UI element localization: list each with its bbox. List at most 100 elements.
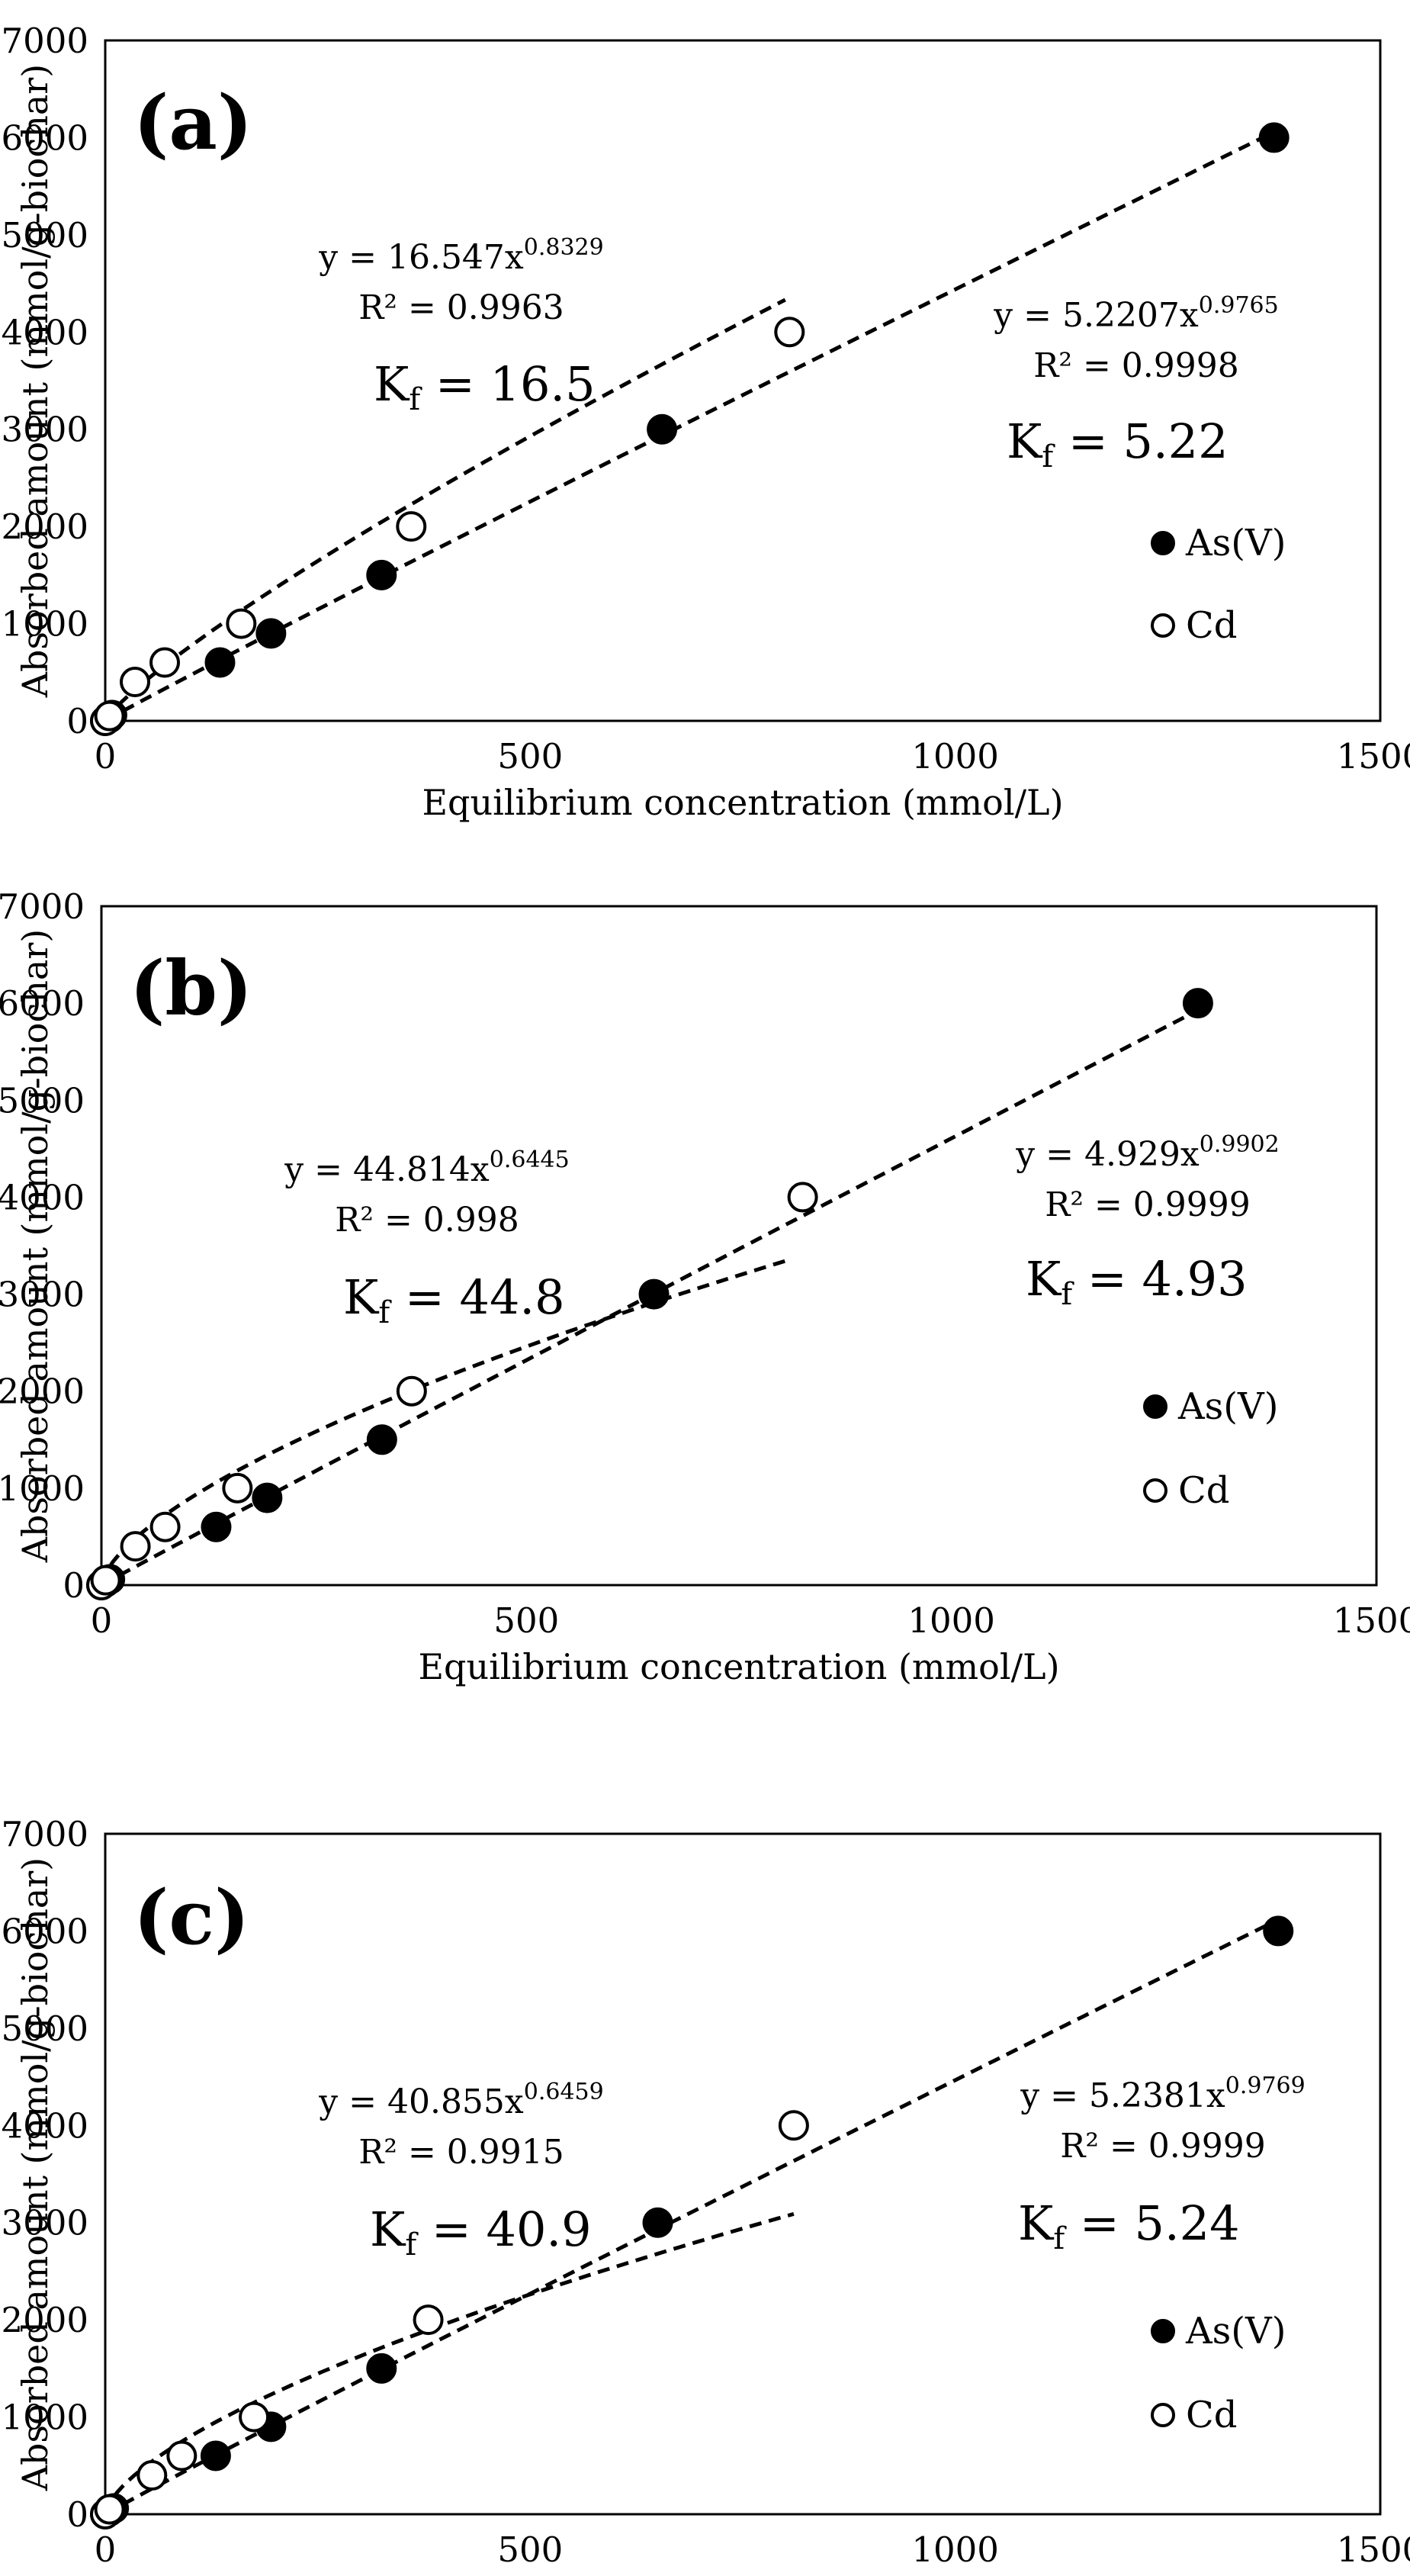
x-tick-label: 1500: [1337, 736, 1410, 777]
y-tick-label: 0: [66, 2494, 88, 2535]
x-axis-title: Equilibrium concentration (mmol/L): [418, 1646, 1059, 1687]
x-tick-label: 1000: [907, 1600, 995, 1641]
y-axis-title: Absorbed amount (mmol/g-biochar): [14, 929, 56, 1563]
x-tick-label: 0: [95, 2529, 117, 2570]
cd-kf-value: Kf = 44.8: [343, 1269, 565, 1330]
as-fit-equation: y = 4.929x0.9902: [1015, 1131, 1279, 1174]
y-tick-label: 7000: [0, 886, 85, 927]
y-tick-label: 7000: [1, 21, 88, 61]
as-fit-equation: y = 5.2207x0.9765: [993, 292, 1278, 335]
cd-data-point: [778, 2110, 809, 2141]
x-tick-label: 1000: [911, 2529, 999, 2570]
y-axis-title: Absorbed amount (mmol/g-biochar): [14, 64, 56, 698]
as-data-point: [642, 2207, 673, 2238]
y-tick-label: 6000: [0, 983, 85, 1024]
x-tick-label: 500: [497, 2529, 563, 2570]
legend-cd-label: Cd: [1178, 1469, 1229, 1512]
equation-exponent: 0.9769: [1225, 2073, 1306, 2099]
as-data-point: [638, 1278, 670, 1310]
cd-data-point: [222, 1472, 253, 1503]
legend: As(V) Cd: [1151, 522, 1286, 647]
legend-cd-marker: [1151, 2403, 1175, 2427]
panel-label: (b): [130, 945, 252, 1033]
cd-data-point: [787, 1182, 818, 1213]
equation-exponent: 0.6459: [524, 2079, 604, 2105]
cd-r-squared: R² = 0.9963: [358, 288, 564, 327]
as-data-point: [201, 1511, 232, 1542]
y-tick-label: 5000: [0, 1080, 85, 1121]
y-tick-label: 4000: [0, 1177, 85, 1217]
x-tick-label: 0: [95, 736, 117, 777]
as-kf-value: Kf = 4.93: [1026, 1251, 1248, 1312]
y-tick-label: 1000: [0, 1468, 85, 1509]
equation-base: y = 40.855x: [318, 2082, 524, 2121]
as-fit-curve: [104, 1918, 1280, 2516]
as-data-point: [1263, 1915, 1294, 1947]
y-tick-label: 1000: [1, 604, 88, 645]
legend-cd-marker: [1143, 1478, 1168, 1503]
cd-r-squared: R² = 0.998: [335, 1201, 519, 1240]
chart-panel: 0 1000 2000 3000 4000 5000 6000 7000 0 500 1000 150…: [0, 886, 1410, 1687]
cd-data-point: [90, 1565, 121, 1596]
y-tick-label: 3000: [0, 1275, 85, 1315]
cd-data-point: [413, 2304, 444, 2336]
as-data-point: [204, 647, 236, 678]
y-tick-label: 0: [63, 1565, 85, 1606]
chart-panel: 0 1000 2000 3000 4000 5000 6000 7000 0 500 1000 150…: [1, 1814, 1410, 2576]
cd-data-point: [774, 317, 805, 348]
cd-data-point: [396, 1375, 427, 1407]
plot-frame: [100, 905, 1378, 1587]
as-data-point: [1258, 122, 1290, 153]
x-tick-label: 500: [497, 736, 563, 777]
y-tick-label: 4000: [1, 2105, 88, 2146]
cd-data-point: [166, 2440, 198, 2471]
cd-data-point: [137, 2460, 168, 2491]
as-data-point: [255, 618, 287, 649]
legend-as-label: As(V): [1177, 1385, 1278, 1428]
x-tick-label: 0: [91, 1600, 113, 1641]
cd-data-point: [149, 1511, 181, 1542]
legend: As(V) Cd: [1151, 2310, 1286, 2436]
y-tick-label: 3000: [1, 410, 88, 450]
y-tick-label: 5000: [1, 2008, 88, 2049]
as-data-point: [366, 559, 397, 590]
as-data-point: [366, 1424, 397, 1455]
legend-cd-label: Cd: [1186, 2394, 1237, 2436]
y-tick-label: 7000: [1, 1814, 88, 1854]
cd-fit-curve: [104, 297, 786, 722]
cd-data-point: [149, 647, 181, 678]
y-tick-label: 0: [66, 701, 88, 741]
y-axis-title: Absorbed amount (mmol/g-biochar): [14, 1857, 56, 2491]
cd-data-point: [94, 700, 125, 732]
chart-panel: 0 1000 2000 3000 4000 5000 6000 7000 0 500 1000 150…: [1, 21, 1410, 823]
y-tick-label: 5000: [1, 215, 88, 256]
cd-fit-curve: [104, 2211, 795, 2513]
y-tick-label: 2000: [1, 507, 88, 547]
as-data-point: [647, 413, 678, 445]
as-data-point: [252, 1482, 283, 1513]
cd-r-squared: R² = 0.9915: [358, 2133, 564, 2172]
cd-data-point: [226, 608, 257, 639]
y-tick-label: 2000: [0, 1372, 85, 1412]
y-tick-label: 6000: [1, 117, 88, 158]
y-tick-label: 3000: [1, 2203, 88, 2243]
panel-label: (c): [133, 1874, 249, 1962]
equation-exponent: 0.6445: [490, 1146, 570, 1173]
equation-exponent: 0.9765: [1199, 292, 1279, 319]
x-tick-label: 500: [493, 1600, 559, 1641]
as-kf-value: Kf = 5.24: [1018, 2195, 1240, 2256]
legend: As(V) Cd: [1143, 1385, 1278, 1512]
y-tick-label: 1000: [1, 2398, 88, 2438]
cd-data-point: [239, 2401, 270, 2433]
x-tick-label: 1500: [1333, 1600, 1410, 1641]
as-kf-value: Kf = 5.22: [1007, 413, 1229, 474]
equation-base: y = 5.2207x: [993, 296, 1199, 335]
legend-as-marker: [1151, 2319, 1175, 2343]
legend-as-label: As(V): [1185, 2310, 1286, 2352]
plot-frame: [104, 39, 1382, 722]
cd-fit-equation: y = 16.547x0.8329: [318, 234, 603, 277]
y-tick-label: 6000: [1, 1911, 88, 1951]
cd-fit-curve: [100, 1257, 791, 1584]
equation-exponent: 0.9902: [1200, 1131, 1280, 1158]
